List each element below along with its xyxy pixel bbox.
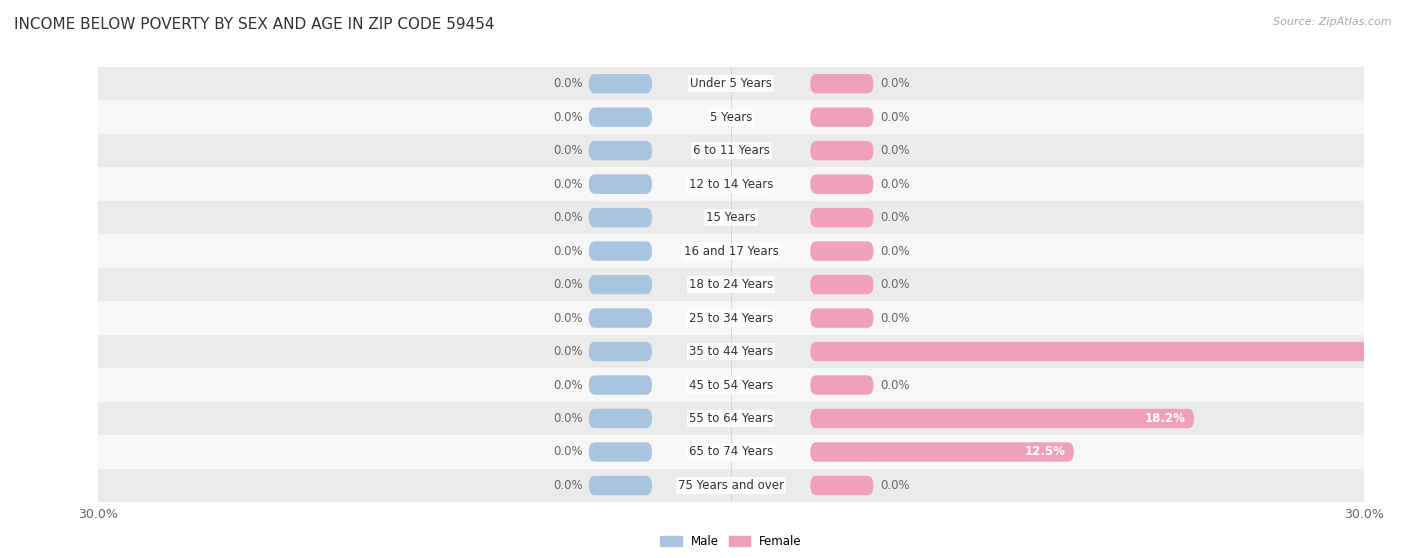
Bar xyxy=(98,301,1364,335)
Text: 0.0%: 0.0% xyxy=(553,211,582,224)
Text: 0.0%: 0.0% xyxy=(880,479,910,492)
Text: 0.0%: 0.0% xyxy=(880,77,910,90)
Text: 0.0%: 0.0% xyxy=(553,110,582,124)
FancyBboxPatch shape xyxy=(810,476,873,495)
Text: 6 to 11 Years: 6 to 11 Years xyxy=(693,144,769,157)
Text: Under 5 Years: Under 5 Years xyxy=(690,77,772,90)
Text: 15 Years: 15 Years xyxy=(706,211,756,224)
Text: 0.0%: 0.0% xyxy=(880,278,910,291)
Text: Source: ZipAtlas.com: Source: ZipAtlas.com xyxy=(1274,17,1392,27)
FancyBboxPatch shape xyxy=(810,175,873,194)
Text: 0.0%: 0.0% xyxy=(553,311,582,325)
Text: 0.0%: 0.0% xyxy=(553,479,582,492)
Bar xyxy=(98,100,1364,134)
Bar xyxy=(98,368,1364,402)
FancyBboxPatch shape xyxy=(589,175,652,194)
FancyBboxPatch shape xyxy=(810,342,1406,361)
Text: 0.0%: 0.0% xyxy=(880,110,910,124)
FancyBboxPatch shape xyxy=(589,275,652,294)
FancyBboxPatch shape xyxy=(589,442,652,461)
Text: 16 and 17 Years: 16 and 17 Years xyxy=(683,244,779,258)
Text: 0.0%: 0.0% xyxy=(553,177,582,191)
FancyBboxPatch shape xyxy=(589,208,652,227)
FancyBboxPatch shape xyxy=(810,108,873,127)
FancyBboxPatch shape xyxy=(810,208,873,227)
Text: 0.0%: 0.0% xyxy=(880,144,910,157)
Bar xyxy=(98,234,1364,268)
Text: 0.0%: 0.0% xyxy=(880,378,910,392)
Bar xyxy=(98,402,1364,435)
Text: 0.0%: 0.0% xyxy=(553,144,582,157)
Bar xyxy=(98,268,1364,301)
FancyBboxPatch shape xyxy=(810,275,873,294)
Text: 0.0%: 0.0% xyxy=(880,244,910,258)
FancyBboxPatch shape xyxy=(810,141,873,160)
FancyBboxPatch shape xyxy=(810,442,1074,461)
Text: 0.0%: 0.0% xyxy=(880,177,910,191)
Text: 35 to 44 Years: 35 to 44 Years xyxy=(689,345,773,358)
Text: 18 to 24 Years: 18 to 24 Years xyxy=(689,278,773,291)
Bar xyxy=(98,134,1364,167)
Text: 55 to 64 Years: 55 to 64 Years xyxy=(689,412,773,425)
FancyBboxPatch shape xyxy=(589,242,652,261)
FancyBboxPatch shape xyxy=(589,376,652,395)
FancyBboxPatch shape xyxy=(810,376,873,395)
FancyBboxPatch shape xyxy=(589,409,652,428)
FancyBboxPatch shape xyxy=(589,342,652,361)
Text: INCOME BELOW POVERTY BY SEX AND AGE IN ZIP CODE 59454: INCOME BELOW POVERTY BY SEX AND AGE IN Z… xyxy=(14,17,495,32)
FancyBboxPatch shape xyxy=(810,409,1194,428)
FancyBboxPatch shape xyxy=(589,476,652,495)
Text: 65 to 74 Years: 65 to 74 Years xyxy=(689,445,773,459)
Text: 0.0%: 0.0% xyxy=(553,278,582,291)
Bar xyxy=(98,167,1364,201)
Text: 0.0%: 0.0% xyxy=(880,211,910,224)
Text: 0.0%: 0.0% xyxy=(553,378,582,392)
Legend: Male, Female: Male, Female xyxy=(655,531,807,553)
Text: 0.0%: 0.0% xyxy=(553,77,582,90)
Text: 25 to 34 Years: 25 to 34 Years xyxy=(689,311,773,325)
Text: 5 Years: 5 Years xyxy=(710,110,752,124)
Bar xyxy=(98,435,1364,469)
Text: 45 to 54 Years: 45 to 54 Years xyxy=(689,378,773,392)
Text: 0.0%: 0.0% xyxy=(553,345,582,358)
Bar xyxy=(98,335,1364,368)
Text: 18.2%: 18.2% xyxy=(1144,412,1185,425)
Bar xyxy=(98,469,1364,502)
FancyBboxPatch shape xyxy=(810,74,873,93)
Text: 12 to 14 Years: 12 to 14 Years xyxy=(689,177,773,191)
Text: 0.0%: 0.0% xyxy=(553,412,582,425)
FancyBboxPatch shape xyxy=(589,309,652,328)
Bar xyxy=(98,67,1364,100)
Text: 75 Years and over: 75 Years and over xyxy=(678,479,785,492)
FancyBboxPatch shape xyxy=(810,242,873,261)
Text: 0.0%: 0.0% xyxy=(553,244,582,258)
FancyBboxPatch shape xyxy=(589,108,652,127)
Text: 0.0%: 0.0% xyxy=(880,311,910,325)
FancyBboxPatch shape xyxy=(810,309,873,328)
FancyBboxPatch shape xyxy=(589,74,652,93)
Bar xyxy=(98,201,1364,234)
Text: 12.5%: 12.5% xyxy=(1025,445,1066,459)
FancyBboxPatch shape xyxy=(589,141,652,160)
Text: 0.0%: 0.0% xyxy=(553,445,582,459)
Text: 28.6%: 28.6% xyxy=(1364,345,1405,358)
